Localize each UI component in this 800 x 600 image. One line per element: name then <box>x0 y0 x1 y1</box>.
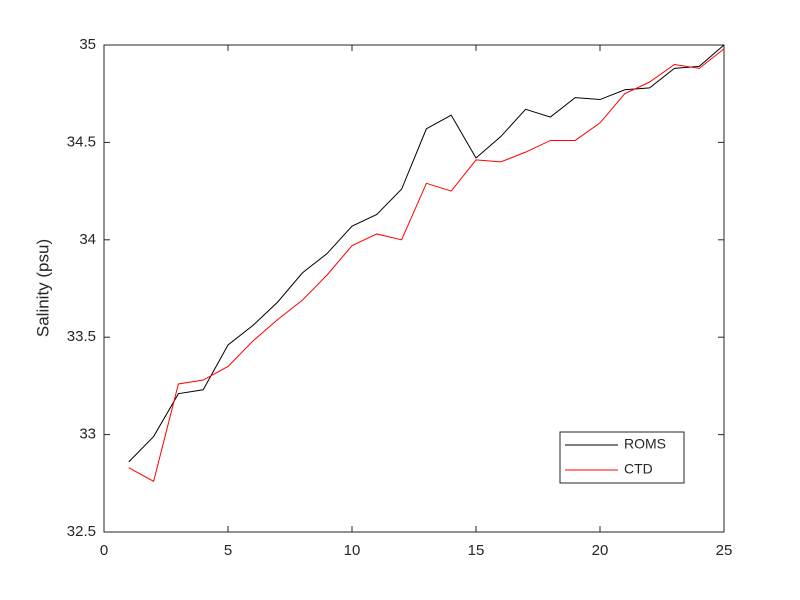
x-tick-label: 15 <box>468 542 485 559</box>
y-tick-label: 33 <box>79 426 96 443</box>
y-tick-label: 34.5 <box>67 133 96 150</box>
x-tick-label: 0 <box>100 542 108 559</box>
legend-label: ROMS <box>624 436 666 452</box>
x-tick-label: 10 <box>344 542 361 559</box>
x-tick-label: 20 <box>592 542 609 559</box>
y-axis-label: Salinity (psu) <box>33 239 52 337</box>
legend-label: CTD <box>624 461 653 477</box>
x-tick-label: 25 <box>716 542 733 559</box>
series-line <box>128 48 725 483</box>
y-tick-label: 35 <box>79 36 96 53</box>
x-tick-label: 5 <box>224 542 232 559</box>
legend-box <box>559 431 685 484</box>
y-tick-label: 33.5 <box>67 328 96 345</box>
series-line <box>128 44 725 463</box>
y-tick-label: 34 <box>79 231 96 248</box>
y-tick-label: 32.5 <box>67 523 96 540</box>
